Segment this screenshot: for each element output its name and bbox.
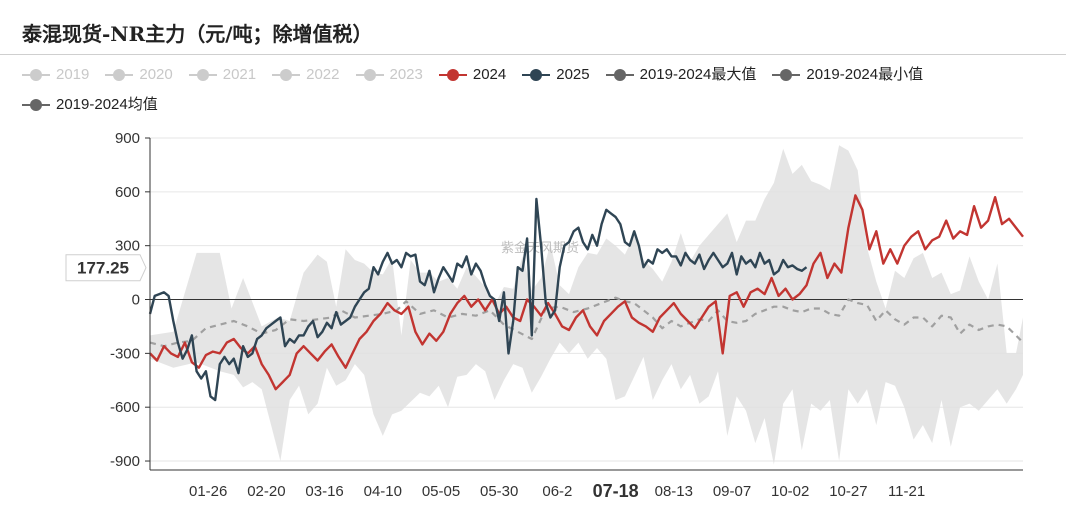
legend-item-2024[interactable]: 2024 [438,60,507,90]
legend-item-2021[interactable]: 2021 [188,60,257,90]
legend-item-2019[interactable]: 2019 [22,60,89,90]
legend-label: 2020 [139,66,173,83]
legend-marker-icon [188,69,217,81]
range-band [150,145,1023,465]
y-tick-label: -900 [110,453,140,470]
legend-label: 2019 [56,66,90,83]
x-tick-label: 09-07 [713,483,751,500]
legend-item-2022[interactable]: 2022 [272,60,340,90]
y-readout-box [65,254,147,282]
legend-item-2019-2024均值[interactable]: 2019-2024均值 [22,90,158,120]
x-tick-label: 05-30 [480,483,518,500]
legend-marker-icon [355,69,384,81]
x-tick-label: 10-02 [771,483,809,500]
legend-item-2023[interactable]: 2023 [355,60,423,90]
legend-item-2019-2024最小值[interactable]: 2019-2024最小值 [772,60,923,90]
chart-legend: 2019 2020 2021 2022 2023 2024 2025 2019-2024最大值… [22,60,1062,120]
x-tick-label: 06-2 [542,483,572,500]
legend-label: 2019-2024最小值 [806,66,924,83]
legend-marker-icon [522,69,551,81]
legend-marker-icon [22,99,50,111]
legend-label: 2019-2024最大值 [639,66,757,83]
legend-label: 2021 [222,66,257,83]
x-tick-label: 11-21 [888,483,925,500]
cursor-label-bg [577,476,654,504]
legend-marker-icon [105,69,134,81]
y-tick-label: 0 [132,292,140,309]
x-tick-label: 04-10 [364,483,402,500]
legend-label: 2022 [306,66,340,83]
legend-label: 2019-2024均值 [56,96,158,113]
legend-item-2019-2024最大值[interactable]: 2019-2024最大值 [605,60,757,90]
y-tick-label: 900 [115,130,140,147]
y-tick-label: -300 [110,345,140,362]
title-divider [0,54,1066,55]
x-tick-label: 03-16 [305,483,343,500]
legend-label: 2024 [472,66,507,83]
legend-item-2025[interactable]: 2025 [522,60,590,90]
series-line-2025 [148,197,808,402]
x-tick-label: 01-26 [189,483,227,500]
series-line-2019-2024均值 [149,296,1024,348]
x-tick-label: 02-20 [247,483,285,500]
y-tick-label: 600 [115,184,140,201]
y-tick-label: 300 [115,238,140,255]
legend-marker-icon [772,69,801,81]
series-line-2024 [149,194,1024,391]
cursor-x-label: 07-18 [593,481,639,501]
y-tick-label: -600 [110,399,140,416]
y-readout-value: 177.25 [77,259,129,278]
watermark: 紫金天风期货 [501,240,579,256]
legend-label: 2023 [389,66,423,83]
legend-marker-icon [272,69,301,81]
legend-item-2020[interactable]: 2020 [105,60,173,90]
x-tick-label: 05-05 [422,483,460,500]
legend-marker-icon [605,69,634,81]
legend-marker-icon [22,69,50,81]
chart-title: 泰混现货-NR主力（元/吨；除增值税） [22,22,373,46]
legend-label: 2025 [556,66,590,83]
x-tick-label: 08-13 [655,483,693,500]
x-tick-label: 10-27 [829,483,867,500]
legend-marker-icon [438,69,467,81]
